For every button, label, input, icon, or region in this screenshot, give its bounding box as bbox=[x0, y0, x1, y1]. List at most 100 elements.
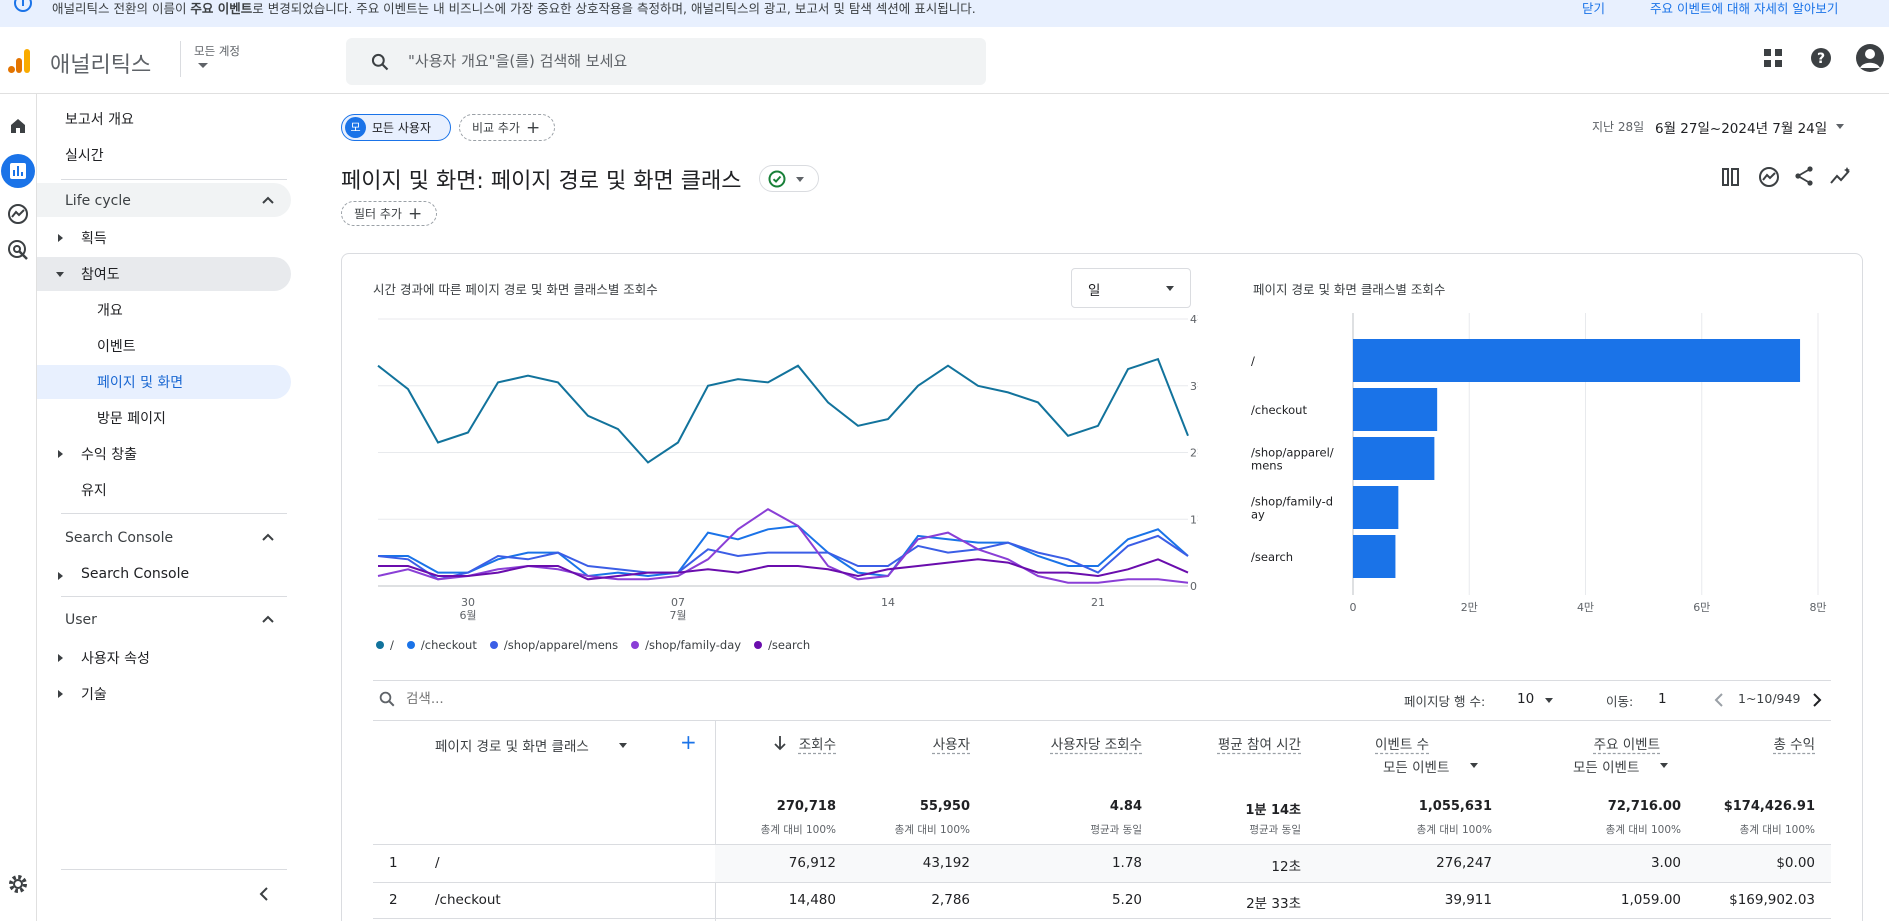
nav-engagement-overview[interactable]: 개요 bbox=[97, 303, 123, 319]
banner-dismiss-link[interactable]: 닫기 bbox=[1582, 1, 1606, 16]
section-lifecycle[interactable] bbox=[37, 183, 291, 217]
chevron-up-icon[interactable] bbox=[262, 615, 274, 623]
collapse-arrow-icon[interactable] bbox=[56, 272, 64, 277]
nav-tech[interactable]: 기술 bbox=[81, 687, 107, 703]
add-filter-button[interactable]: 필터 추가 + bbox=[341, 201, 437, 226]
add-comparison-button[interactable]: 비교 추가 + bbox=[459, 114, 555, 141]
event-filter-select[interactable]: 모든 이벤트 bbox=[1383, 760, 1450, 776]
expand-arrow-icon[interactable] bbox=[58, 450, 63, 458]
explore-icon[interactable] bbox=[6, 202, 30, 226]
nav-user-attributes[interactable]: 사용자 속성 bbox=[81, 651, 150, 667]
nav-engagement[interactable]: 참여도 bbox=[81, 267, 120, 283]
help-icon[interactable]: ? bbox=[1810, 47, 1832, 69]
y-tick-label: 2천 bbox=[1190, 446, 1198, 460]
series-line-1[interactable] bbox=[377, 357, 1189, 464]
row-path-link[interactable]: / bbox=[435, 855, 440, 871]
bar[interactable] bbox=[1353, 437, 1435, 480]
sort-arrow-down-icon[interactable] bbox=[774, 735, 786, 751]
rows-per-page-select[interactable]: 10 bbox=[1517, 691, 1535, 707]
segment-chip-all-users[interactable]: 모 모든 사용자 bbox=[341, 114, 451, 141]
col-header-views-per-user[interactable]: 사용자당 조회수 bbox=[1050, 737, 1142, 753]
chevron-up-icon[interactable] bbox=[262, 533, 274, 541]
home-icon[interactable] bbox=[6, 114, 30, 138]
chevron-up-icon[interactable] bbox=[262, 196, 274, 204]
row-revenue: $169,902.03 bbox=[1729, 892, 1815, 908]
goto-input[interactable]: 1 bbox=[1658, 691, 1667, 707]
nav-realtime[interactable]: 실시간 bbox=[65, 148, 104, 164]
nav-monetization[interactable]: 수익 창출 bbox=[81, 447, 137, 463]
row-path-link[interactable]: /checkout bbox=[435, 892, 501, 908]
advertising-icon[interactable] bbox=[6, 238, 30, 262]
col-header-key-events[interactable]: 주요 이벤트 bbox=[1593, 737, 1660, 753]
series-line-5[interactable] bbox=[378, 558, 1189, 581]
expand-arrow-icon[interactable] bbox=[58, 572, 63, 580]
expand-arrow-icon[interactable] bbox=[58, 234, 63, 242]
insights-icon[interactable] bbox=[1829, 166, 1853, 188]
bar[interactable] bbox=[1353, 339, 1801, 382]
legend-item[interactable]: /shop/apparel/mens bbox=[489, 638, 618, 652]
compare-icon[interactable] bbox=[1757, 165, 1781, 189]
customize-report-icon[interactable] bbox=[1720, 166, 1742, 188]
series-line-2[interactable] bbox=[378, 524, 1189, 578]
settings-gear-icon[interactable] bbox=[6, 872, 30, 896]
legend-item[interactable]: / bbox=[376, 638, 394, 652]
legend-label: /shop/family-day bbox=[645, 638, 742, 652]
chevron-down-icon[interactable] bbox=[1470, 763, 1478, 768]
chevron-down-icon[interactable] bbox=[198, 63, 208, 68]
bar[interactable] bbox=[1353, 388, 1438, 431]
date-dropdown-chevron-icon[interactable] bbox=[1836, 124, 1844, 129]
nav-retention[interactable]: 유지 bbox=[81, 483, 107, 499]
nav-acquisition[interactable]: 획득 bbox=[81, 231, 107, 247]
series-line-3[interactable] bbox=[377, 534, 1189, 581]
dimension-header[interactable]: 페이지 경로 및 화면 클래스 bbox=[435, 739, 589, 755]
table-search-input[interactable] bbox=[406, 689, 706, 709]
series-line-4[interactable] bbox=[377, 508, 1189, 584]
chevron-left-icon[interactable] bbox=[1714, 692, 1724, 708]
row-views: 14,480 bbox=[788, 892, 836, 908]
add-dimension-plus-icon[interactable]: + bbox=[680, 730, 697, 754]
legend-item[interactable]: /checkout bbox=[406, 638, 477, 652]
legend-item[interactable]: /search bbox=[754, 638, 810, 652]
x-tick-label: 0 bbox=[1350, 601, 1357, 614]
chevron-right-icon[interactable] bbox=[1812, 692, 1822, 708]
search-input[interactable] bbox=[408, 50, 928, 72]
bar[interactable] bbox=[1353, 486, 1399, 529]
key-event-filter-select[interactable]: 모든 이벤트 bbox=[1573, 760, 1640, 776]
chevron-down-icon[interactable] bbox=[1545, 698, 1553, 703]
section-user-label[interactable]: User bbox=[65, 612, 97, 628]
account-selector-label[interactable]: 모든 계정 bbox=[194, 44, 240, 58]
nav-pages-and-screens[interactable]: 페이지 및 화면 bbox=[97, 375, 184, 391]
chevron-down-icon[interactable] bbox=[619, 743, 627, 748]
nav-reports-overview[interactable]: 보고서 개요 bbox=[65, 112, 134, 128]
col-header-views[interactable]: 조회수 bbox=[798, 737, 836, 753]
report-status-dropdown[interactable] bbox=[759, 165, 819, 192]
banner-learn-more-link[interactable]: 주요 이벤트에 대해 자세히 알아보기 bbox=[1650, 1, 1839, 16]
col-header-total-revenue[interactable]: 총 수익 bbox=[1773, 737, 1815, 753]
collapse-nav-chevron-icon[interactable] bbox=[259, 887, 269, 901]
col-header-avg-engagement[interactable]: 평균 참여 시간 bbox=[1217, 737, 1301, 753]
col-header-users[interactable]: 사용자 bbox=[932, 737, 970, 753]
section-lifecycle-label: Life cycle bbox=[65, 193, 131, 209]
global-search[interactable] bbox=[346, 38, 986, 85]
apps-grid-icon[interactable] bbox=[1762, 47, 1784, 69]
bar[interactable] bbox=[1353, 535, 1396, 578]
nav-search-console[interactable]: Search Console bbox=[81, 566, 190, 582]
share-icon[interactable] bbox=[1793, 165, 1815, 187]
expand-arrow-icon[interactable] bbox=[58, 654, 63, 662]
expand-arrow-icon[interactable] bbox=[58, 690, 63, 698]
svg-text:?: ? bbox=[1817, 51, 1825, 67]
section-search-console-label[interactable]: Search Console bbox=[65, 530, 174, 546]
legend-label: /search bbox=[768, 638, 811, 652]
legend-item[interactable]: /shop/family-day bbox=[631, 638, 741, 652]
reports-icon[interactable] bbox=[1, 154, 35, 188]
row-event-count: 39,911 bbox=[1444, 892, 1492, 908]
date-range-picker[interactable]: 6월 27일~2024년 7월 24일 bbox=[1655, 121, 1828, 137]
account-avatar-icon[interactable] bbox=[1855, 43, 1885, 73]
col-header-event-count[interactable]: 이벤트 수 bbox=[1375, 737, 1429, 753]
total-sub: 총계 대비 100% bbox=[760, 824, 836, 836]
chevron-down-icon[interactable] bbox=[1660, 763, 1668, 768]
nav-engagement-events[interactable]: 이벤트 bbox=[97, 339, 136, 355]
nav-landing-page[interactable]: 방문 페이지 bbox=[97, 411, 166, 427]
analytics-logo[interactable] bbox=[8, 49, 30, 73]
granularity-select[interactable]: 일 bbox=[1071, 268, 1191, 308]
